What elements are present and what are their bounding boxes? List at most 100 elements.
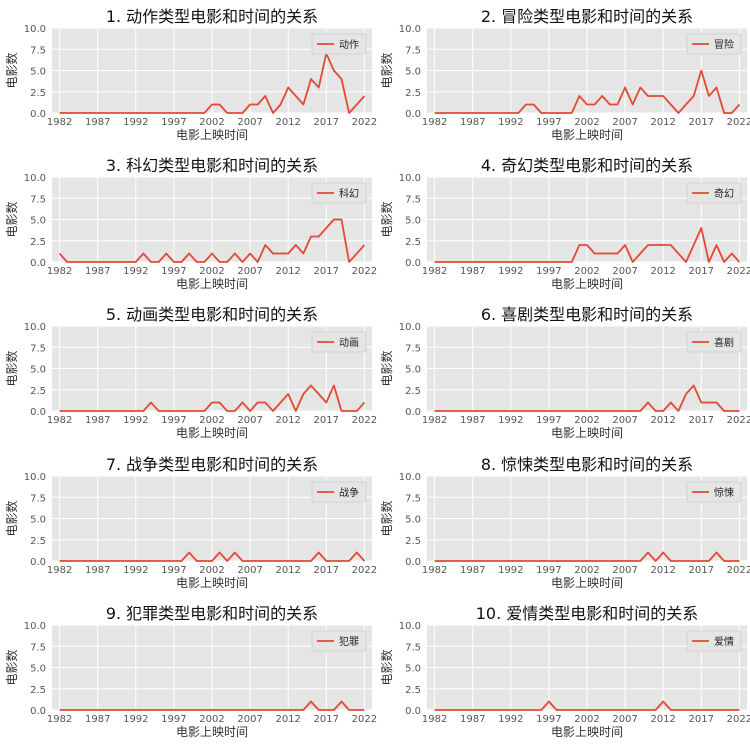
x-tick-label: 2022: [352, 714, 377, 725]
legend-label: 奇幻: [714, 187, 734, 200]
x-tick-label: 2007: [237, 117, 262, 128]
legend-box: [311, 182, 367, 204]
x-tick-label: 1997: [536, 714, 561, 725]
x-axis-label: 电影上映时间: [176, 277, 248, 291]
y-axis-label: 电影数: [4, 649, 19, 685]
x-tick-label: 2017: [314, 266, 339, 277]
y-tick-label: 2.5: [405, 237, 421, 248]
y-tick-label: 7.5: [405, 493, 421, 504]
x-tick-label: 2007: [612, 714, 637, 725]
subplot-title: 2. 冒险类型电影和时间的关系: [481, 7, 693, 26]
legend: 奇幻: [686, 182, 742, 204]
x-tick-label: 2022: [727, 714, 750, 725]
legend-box: [311, 33, 367, 55]
x-tick-label: 2002: [199, 714, 224, 725]
y-tick-label: 10.0: [24, 472, 46, 483]
y-tick-label: 10.0: [399, 472, 421, 483]
legend: 喜剧: [686, 331, 742, 353]
y-tick-label: 5.0: [30, 515, 46, 526]
x-tick-label: 2002: [199, 117, 224, 128]
x-tick-label: 1997: [161, 117, 186, 128]
x-tick-label: 2002: [199, 266, 224, 277]
subplot-title: 7. 战争类型电影和时间的关系: [106, 455, 318, 474]
y-tick-label: 0.0: [30, 407, 46, 418]
y-tick-label: 5.0: [30, 365, 46, 376]
x-tick-label: 2007: [237, 714, 262, 725]
x-tick-label: 2012: [650, 415, 675, 426]
legend-box: [686, 331, 742, 353]
x-tick-label: 1987: [460, 565, 485, 576]
x-axis-label: 电影上映时间: [551, 576, 623, 590]
x-axis-label: 电影上映时间: [176, 576, 248, 590]
y-tick-label: 2.5: [405, 536, 421, 547]
y-tick-label: 2.5: [405, 88, 421, 99]
x-tick-label: 2012: [275, 714, 300, 725]
x-tick-label: 2012: [650, 714, 675, 725]
legend-box: [686, 630, 742, 652]
y-axis-label: 电影数: [379, 649, 394, 685]
x-tick-label: 2002: [574, 266, 599, 277]
legend-label: 动作: [339, 39, 359, 51]
legend-label: 冒险: [714, 38, 734, 51]
x-tick-label: 2017: [314, 415, 339, 426]
legend-box: [311, 630, 367, 652]
legend-box: [686, 182, 742, 204]
x-tick-label: 1992: [123, 117, 148, 128]
subplot-title: 6. 喜剧类型电影和时间的关系: [481, 305, 693, 324]
x-tick-label: 2022: [727, 266, 750, 277]
legend-label: 战争: [339, 486, 359, 499]
x-tick-label: 1992: [498, 714, 523, 725]
x-axis-label: 电影上映时间: [176, 426, 248, 440]
series-line: [58, 218, 366, 263]
series-line: [59, 52, 366, 114]
x-tick-label: 2012: [650, 266, 675, 277]
x-tick-label: 1987: [460, 415, 485, 426]
x-tick-label: 2007: [612, 117, 637, 128]
x-tick-label: 1997: [536, 565, 561, 576]
x-tick-label: 2012: [275, 266, 300, 277]
y-tick-label: 5.0: [30, 67, 46, 78]
x-tick-label: 1982: [47, 117, 72, 128]
legend-box: [686, 33, 742, 55]
x-tick-label: 2007: [237, 415, 262, 426]
x-tick-label: 1997: [536, 266, 561, 277]
y-tick-label: 2.5: [405, 386, 421, 397]
subplot-title: 1. 动作类型电影和时间的关系: [106, 7, 318, 26]
y-tick-label: 7.5: [405, 45, 421, 56]
x-tick-label: 2002: [574, 714, 599, 725]
x-tick-label: 2012: [275, 117, 300, 128]
y-tick-label: 2.5: [30, 237, 46, 248]
subplot-title: 5. 动画类型电影和时间的关系: [106, 305, 318, 324]
y-tick-label: 2.5: [30, 685, 46, 696]
subplot-4: 4. 奇幻类型电影和时间的关系 0.0 2.5 5.0 7.5 10.0 1982 1987 1…: [379, 156, 750, 291]
y-tick-label: 7.5: [30, 343, 46, 354]
y-axis-label: 电影数: [4, 500, 19, 536]
subplot-title: 3. 科幻类型电影和时间的关系: [106, 156, 318, 175]
y-tick-label: 7.5: [30, 493, 46, 504]
subplot-9: 9. 犯罪类型电影和时间的关系 0.0 2.5 5.0 7.5 10.0 1982 1987 1…: [4, 604, 377, 739]
x-tick-label: 2012: [650, 565, 675, 576]
x-tick-label: 1997: [536, 117, 561, 128]
x-tick-label: 1992: [498, 565, 523, 576]
x-tick-label: 1987: [460, 714, 485, 725]
y-tick-label: 10.0: [399, 173, 421, 184]
x-tick-label: 2007: [237, 565, 262, 576]
y-tick-label: 0.0: [405, 706, 421, 717]
x-tick-label: 2017: [314, 714, 339, 725]
legend: 动作: [311, 33, 367, 55]
subplot-6: 6. 喜剧类型电影和时间的关系 0.0 2.5 5.0 7.5 10.0 1982 1987 1…: [379, 305, 750, 440]
y-tick-label: 7.5: [30, 194, 46, 205]
subplot-title: 8. 惊悚类型电影和时间的关系: [481, 455, 693, 474]
x-tick-label: 1982: [422, 565, 447, 576]
legend-label: 科幻: [339, 187, 359, 200]
legend-label: 喜剧: [714, 336, 734, 349]
subplot-8: 8. 惊悚类型电影和时间的关系 0.0 2.5 5.0 7.5 10.0 1982 1987 1…: [379, 455, 750, 590]
legend-label: 爱情: [714, 635, 734, 648]
x-tick-label: 1982: [47, 266, 72, 277]
y-tick-label: 7.5: [30, 642, 46, 653]
y-tick-label: 5.0: [30, 216, 46, 227]
x-tick-label: 2002: [574, 117, 599, 128]
y-tick-label: 2.5: [30, 88, 46, 99]
x-axis-label: 电影上映时间: [176, 725, 248, 739]
x-tick-label: 1987: [460, 266, 485, 277]
